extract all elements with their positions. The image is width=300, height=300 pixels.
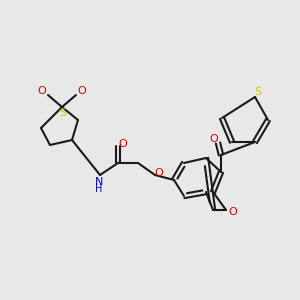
Text: O: O bbox=[210, 134, 218, 144]
Text: S: S bbox=[59, 108, 67, 118]
Text: S: S bbox=[254, 87, 262, 97]
Text: O: O bbox=[154, 168, 164, 178]
Text: O: O bbox=[229, 207, 237, 217]
Text: H: H bbox=[95, 184, 103, 194]
Text: O: O bbox=[118, 139, 127, 149]
Text: O: O bbox=[78, 86, 86, 96]
Text: O: O bbox=[38, 86, 46, 96]
Text: N: N bbox=[95, 177, 103, 187]
